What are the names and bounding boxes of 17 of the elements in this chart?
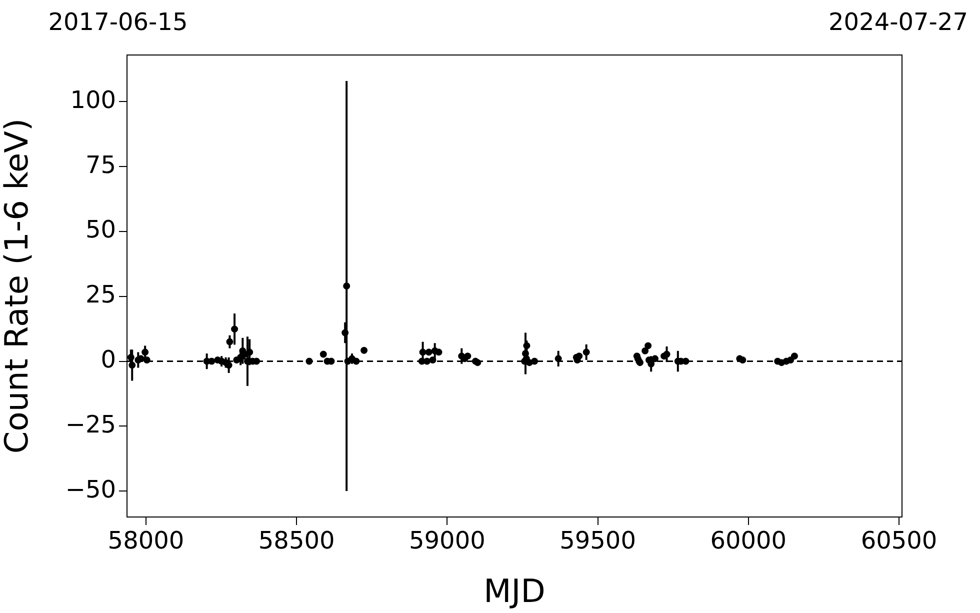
x-tick-label: 58500 [258,526,335,555]
x-tick-label: 59000 [409,526,486,555]
y-tick-label: 75 [85,150,116,179]
y-axis-title: Count Rate (1-6 keV) [0,118,36,454]
x-tick-label: 59500 [560,526,636,555]
y-tick-label: 50 [85,216,116,244]
text: 2024-07-27 [828,8,968,36]
y-tick-label: 0 [100,346,116,374]
text: 2017-06-15 [48,8,188,36]
x-tick-label: 58000 [108,526,184,555]
x-tick-label: 60500 [860,526,938,555]
y-tick-label: −50 [65,475,116,504]
x-tick-label: 60000 [710,526,787,555]
y-tick-label: −25 [65,410,116,438]
y-tick-label: 100 [70,86,116,114]
x-axis-title: MJD [484,572,546,610]
y-tick-label: 25 [85,280,116,309]
